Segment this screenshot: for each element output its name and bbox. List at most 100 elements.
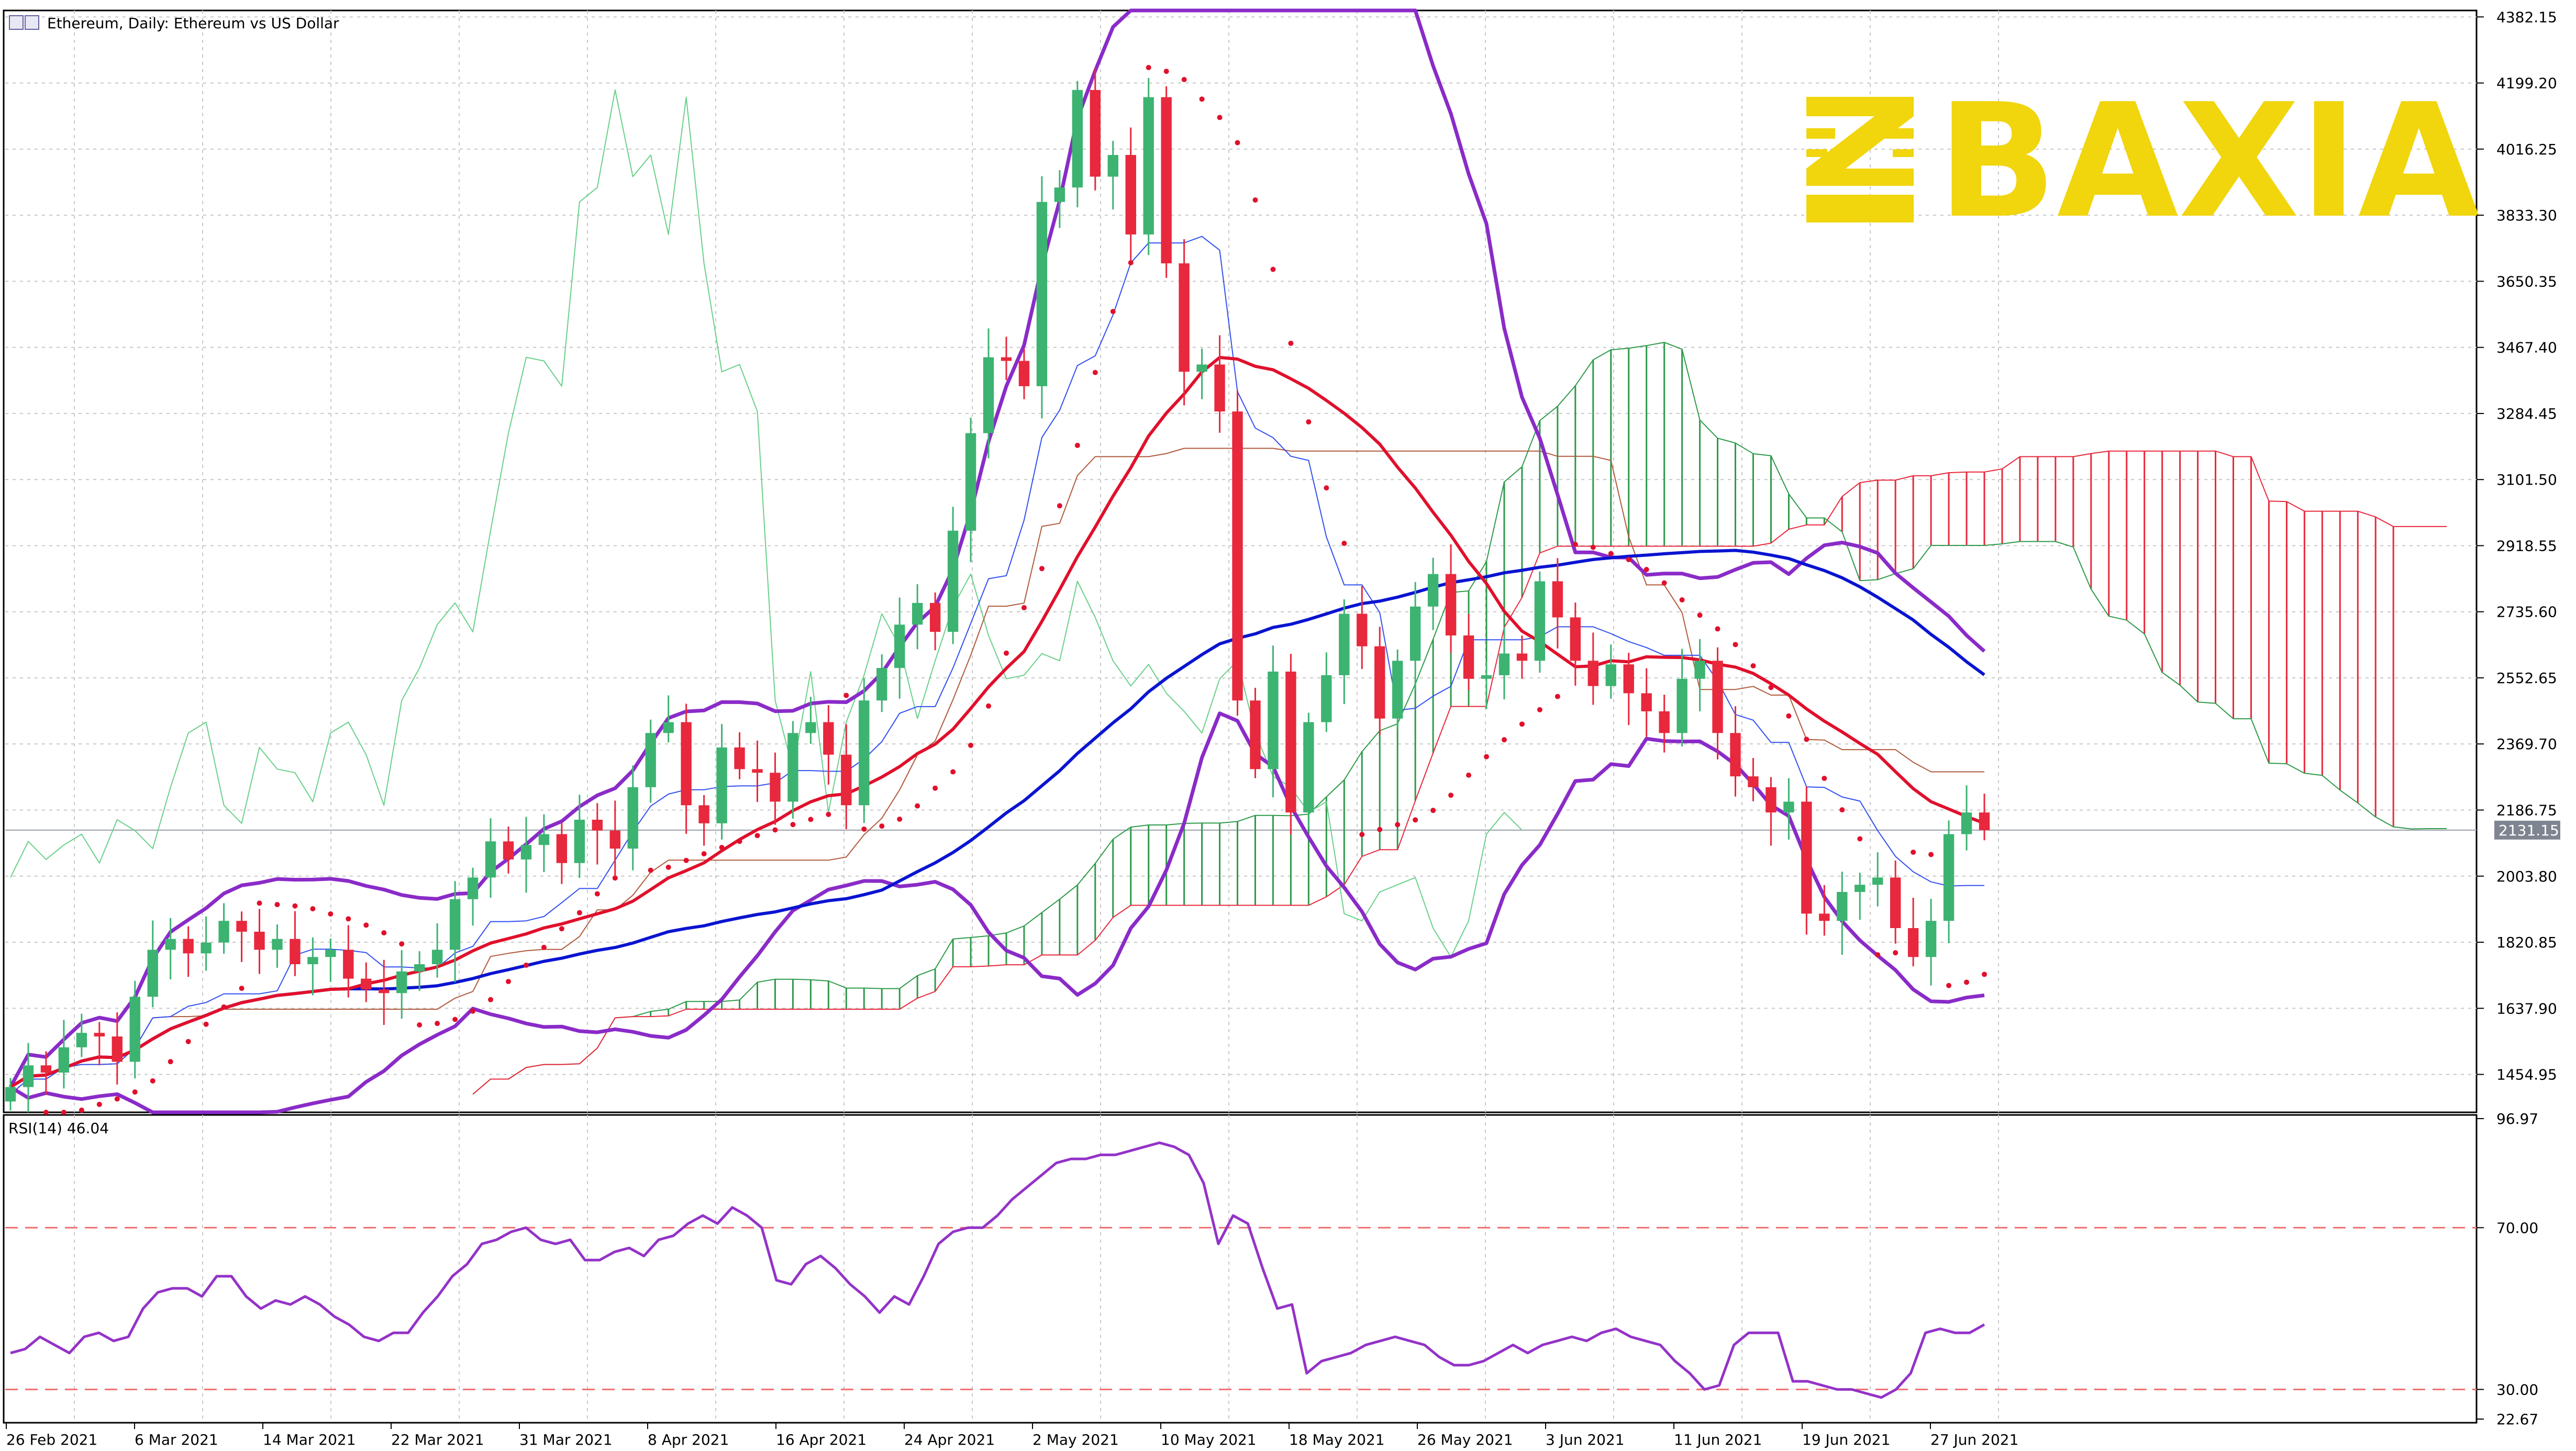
baxia-logo: BAXIA	[1806, 70, 2481, 253]
baxia-logo-text: BAXIA	[1937, 70, 2481, 253]
sar-dot	[1395, 822, 1401, 828]
sar-dot	[843, 693, 849, 698]
candle-body	[414, 964, 425, 972]
sar-dot	[1822, 776, 1827, 782]
date-axis: 26 Feb 2021 6 Mar 2021 14 Mar 2021 22 Mar 2…	[6, 1423, 2018, 1448]
date-tick-label: 8 Apr 2021	[648, 1431, 729, 1448]
sar-dot	[1928, 852, 1934, 857]
candle-body	[1925, 921, 1937, 957]
price-tick-label: 3650.35	[2496, 273, 2557, 290]
sar-dot	[292, 903, 298, 909]
sar-dot	[417, 1022, 423, 1028]
candle-body	[1766, 787, 1776, 813]
sar-dot	[1074, 442, 1080, 448]
sar-dot	[826, 811, 831, 817]
sar-dot	[1626, 557, 1631, 563]
candle-body	[1641, 693, 1652, 711]
candle-body	[965, 433, 976, 531]
symbol-icon	[9, 15, 24, 30]
price-tick-label: 2186.75	[2496, 802, 2557, 819]
sar-dot	[1786, 713, 1792, 719]
candle-body	[947, 530, 959, 632]
sar-dot	[185, 1039, 191, 1044]
parabolic-sar	[25, 65, 1987, 1115]
ichimoku-cloud	[650, 342, 2394, 1017]
sar-dot	[1110, 309, 1116, 315]
indicator-lines	[8, 8, 2447, 1399]
sar-dot	[1982, 972, 1987, 977]
candle-body	[40, 1065, 52, 1073]
candle-body	[165, 939, 176, 950]
sar-dot	[310, 906, 316, 912]
rsi-line	[10, 1141, 1985, 1399]
sar-dot	[1057, 503, 1062, 509]
moving-average-fast	[9, 355, 1985, 1089]
candle-body	[112, 1036, 123, 1062]
price-tick-label: 1454.95	[2496, 1066, 2557, 1084]
candle-body	[1587, 661, 1598, 686]
candle-body	[1943, 834, 1955, 921]
price-tick-label: 2003.80	[2496, 868, 2557, 885]
candlesticks	[5, 68, 1990, 1112]
sar-dot	[541, 944, 547, 950]
sar-dot	[648, 867, 653, 873]
sar-dot	[1359, 832, 1365, 838]
sar-dot	[1324, 485, 1329, 491]
date-tick-label: 27 Jun 2021	[1930, 1431, 2018, 1448]
candle-body	[467, 877, 479, 899]
sar-dot	[239, 986, 245, 991]
candle-body	[894, 624, 905, 668]
candle-body	[823, 722, 834, 755]
candle-body	[1445, 574, 1457, 635]
sar-dot	[79, 1107, 84, 1113]
rsi-axis: 96.97 70.00 30.00 22.67	[2477, 1110, 2538, 1428]
candle-body	[379, 989, 390, 994]
candle-body	[1516, 653, 1528, 661]
price-tick-label: 2552.65	[2496, 669, 2557, 687]
candle-body	[449, 899, 461, 950]
sar-dot	[915, 803, 920, 809]
candle-body	[1179, 263, 1190, 372]
sar-dot	[879, 823, 885, 829]
ichimoku-tenkan	[10, 236, 1984, 1095]
ichimoku-span-b	[472, 450, 2447, 1095]
candle-body	[1374, 646, 1385, 719]
sar-dot	[1235, 140, 1240, 146]
sar-dot	[523, 962, 529, 968]
candle-body	[129, 997, 140, 1062]
candle-body	[1855, 885, 1866, 892]
sar-dot	[1484, 754, 1490, 760]
sar-dot	[897, 817, 903, 822]
candle-body	[361, 978, 372, 990]
sar-dot	[114, 1096, 120, 1102]
candle-body	[627, 787, 638, 849]
current-price-tag: 2131.15	[2494, 820, 2560, 840]
sar-dot	[1768, 685, 1774, 690]
candle-body	[1534, 581, 1546, 661]
sar-dot	[1252, 197, 1258, 203]
sar-dot	[932, 785, 938, 791]
date-tick-label: 22 Mar 2021	[391, 1431, 484, 1448]
date-tick-label: 6 Mar 2021	[135, 1431, 218, 1448]
candle-body	[1694, 661, 1705, 679]
candle-body	[254, 931, 265, 950]
sar-dot	[1448, 793, 1454, 798]
candle-body	[503, 841, 514, 860]
candle-body	[983, 357, 994, 433]
candle-body	[752, 769, 763, 773]
sar-dot	[559, 926, 564, 932]
candle-body	[698, 805, 709, 823]
date-tick-label: 26 Feb 2021	[6, 1431, 97, 1448]
price-tick-label: 2918.55	[2496, 537, 2557, 554]
sar-dot	[1608, 551, 1614, 556]
sar-dot	[1181, 76, 1187, 82]
price-tick-label: 3284.45	[2496, 405, 2557, 422]
sar-dot	[950, 769, 956, 775]
window-header: Ethereum, Daily: Ethereum vs US Dollar R…	[8, 15, 339, 1137]
candle-body	[1570, 617, 1581, 661]
candle-body	[1605, 664, 1616, 686]
candle-body	[76, 1033, 87, 1047]
candle-body	[1498, 653, 1510, 675]
current-price-label: 2131.15	[2499, 822, 2559, 839]
